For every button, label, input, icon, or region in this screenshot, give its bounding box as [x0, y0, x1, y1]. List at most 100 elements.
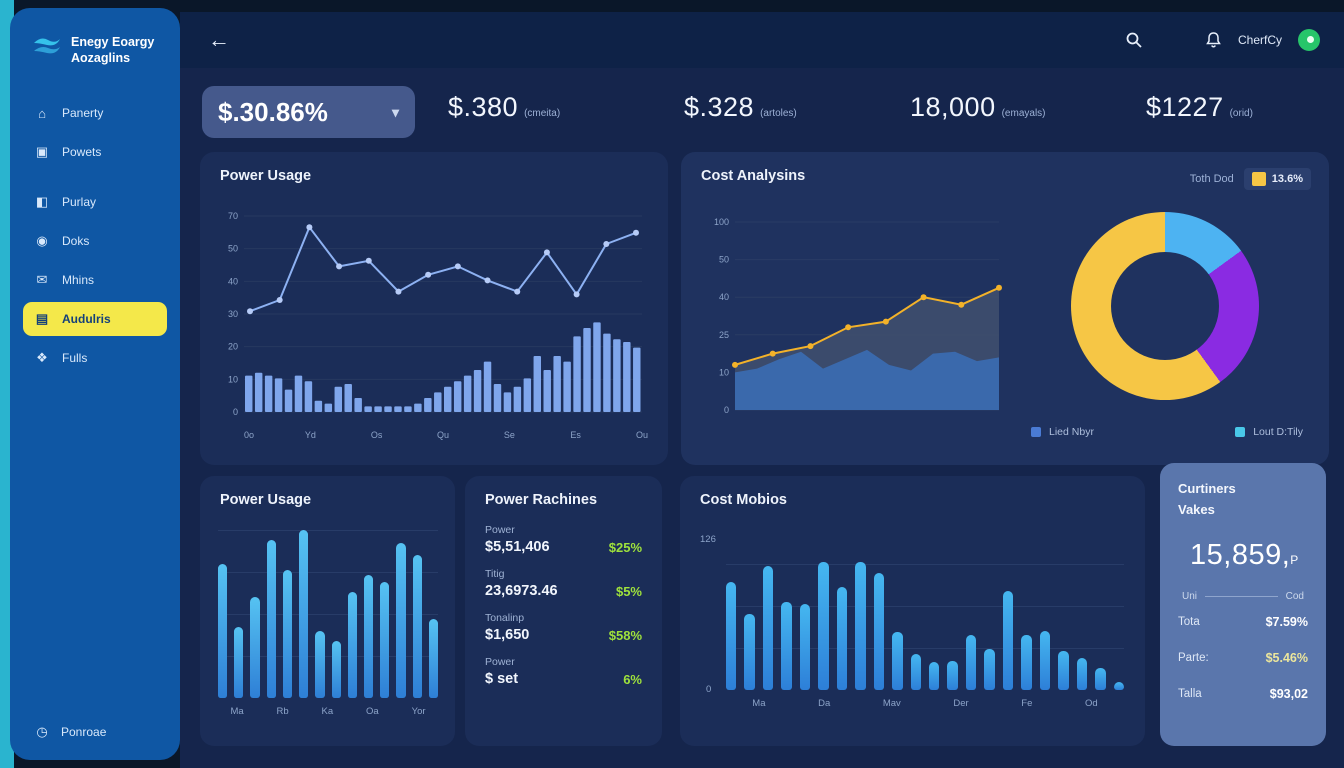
cost-analysins-card: Cost Analysins Toth Dod 13.6% 100 50 40 25 1…	[681, 152, 1329, 465]
search-icon[interactable]	[1125, 31, 1143, 49]
y-axis-tick: 0	[706, 684, 712, 695]
x-axis-labels: Ma Da Mav Der Fe Od	[726, 698, 1124, 709]
svg-text:70: 70	[228, 211, 238, 221]
bar	[965, 634, 977, 690]
badge-pill[interactable]: 13.6%	[1243, 168, 1311, 190]
sidebar-item-audulris[interactable]: ▤ Audulris	[23, 301, 167, 336]
yellow-swatch-icon	[1251, 172, 1266, 186]
bar	[1039, 630, 1051, 690]
bar	[873, 572, 885, 690]
bell-icon[interactable]	[1205, 31, 1222, 49]
logo-wave-icon	[32, 34, 62, 65]
legend-swatch-icon	[1031, 427, 1041, 437]
kpi-articles: $.328 (artoles)	[684, 92, 797, 122]
kpi-chip-value: $.30.86%	[218, 96, 328, 127]
status-badge[interactable]	[1298, 29, 1320, 51]
cost-mobios-card: Cost Mobios 126 0 Ma Da Mav Der Fe Od	[680, 476, 1145, 746]
sidebar-item-mhins[interactable]: ✉ Mhins	[23, 263, 167, 297]
bar	[347, 592, 357, 698]
bar	[781, 601, 792, 690]
kpi-analysis: 18,000 (emayals)	[910, 92, 1046, 122]
power-usage-chart-card: Power Usage 70 50 40 30 20 10 0 0o Yd Os Qu Se Es Ou	[200, 152, 668, 465]
axis-tick: Der	[953, 698, 969, 709]
legend-label: Lout D:Tily	[1253, 426, 1303, 438]
badge-value: 13.6%	[1271, 173, 1303, 185]
sidebar-item-label: Doks	[62, 233, 90, 248]
sidebar-item-label: Powets	[62, 144, 102, 159]
sidebar-footer-label: Ponroae	[61, 725, 107, 739]
bar	[412, 555, 422, 698]
bar	[928, 662, 940, 690]
sidebar-item-doks[interactable]: ◉ Doks	[23, 224, 167, 258]
app-logo: Enegy Eoargy Aozaglins	[10, 8, 180, 67]
user-name: CherfCy	[1237, 33, 1282, 47]
bar	[744, 614, 755, 690]
bar	[218, 563, 228, 698]
avatar[interactable]	[1159, 25, 1189, 55]
bar	[947, 661, 958, 690]
svg-text:Os: Os	[371, 430, 383, 440]
power-usage-line-chart: 70 50 40 30 20 10 0 0o Yd Os Qu Se Es Ou	[228, 211, 648, 440]
bar	[892, 632, 903, 690]
bar	[910, 654, 921, 690]
bar	[299, 530, 309, 698]
axis-tick: Ka	[321, 706, 334, 717]
bar	[266, 540, 276, 698]
badge-label: Toth Dod	[1189, 173, 1234, 185]
axis-tick: Da	[818, 698, 831, 709]
bar	[726, 582, 737, 690]
bar	[1095, 667, 1106, 690]
bar	[396, 543, 406, 698]
stat-rows: Tota $7.59% Parte: $5.46% Talla $93,02	[1160, 615, 1326, 723]
sidebar-item-powets[interactable]: ▣ Powets	[23, 135, 167, 169]
power-usage-bar-chart	[218, 530, 439, 698]
sidebar: Enegy Eoargy Aozaglins ⌂ Panerty ▣ Powets ◧ P…	[10, 8, 180, 760]
svg-text:0: 0	[233, 407, 238, 417]
sidebar-item-purlay[interactable]: ◧ Purlay	[23, 185, 167, 219]
kpi-energy: $.380 (cmeita)	[448, 92, 561, 122]
axis-tick: Mav	[882, 698, 901, 709]
topbar: ← CherfCy	[180, 12, 1344, 68]
sidebar-item-label: Mhins	[62, 272, 95, 287]
x-axis-labels: Ma Rb Ka Oa Yor	[214, 706, 442, 717]
bar	[234, 627, 244, 698]
svg-text:0o: 0o	[244, 430, 254, 440]
sidebar-item-label: Purlay	[62, 194, 97, 209]
bar	[380, 582, 390, 698]
curtiners-vakes-card: Curtiners Vakes 15,859,P Uni Cod Tota $7.…	[1160, 463, 1326, 746]
stat-row: Tota $7.59%	[1178, 615, 1308, 629]
bar	[799, 604, 811, 690]
back-button[interactable]: ←	[208, 27, 230, 52]
svg-text:30: 30	[228, 309, 238, 319]
chart-title: Power Usage	[220, 492, 312, 508]
svg-text:0: 0	[724, 405, 729, 415]
svg-text:10: 10	[228, 374, 238, 384]
bar	[1113, 681, 1124, 690]
axis-tick: Fe	[1021, 698, 1033, 709]
bar	[315, 630, 325, 698]
sidebar-item-ponroae[interactable]: ◷ Ponroae	[34, 724, 106, 740]
bar	[250, 597, 260, 698]
svg-text:50: 50	[719, 255, 729, 265]
svg-text:50: 50	[228, 244, 238, 254]
bar	[1076, 658, 1088, 690]
stat-row: Titig 23,6973.46 $5%	[485, 568, 642, 599]
y-axis-tick: 126	[700, 534, 716, 545]
chart-title: Power Usage	[220, 168, 312, 184]
chart-title: Cost Mobios	[700, 492, 787, 508]
kpi-dropdown[interactable]: $.30.86% ▾	[202, 86, 415, 138]
clock-icon: ◷	[36, 724, 48, 739]
lock-icon: ▣	[35, 143, 49, 159]
svg-text:Qu: Qu	[437, 430, 449, 440]
column-headers: Uni Cod	[1182, 591, 1304, 602]
bar	[331, 640, 341, 698]
legend-item: Lout D:Tily	[1235, 426, 1303, 438]
bar	[428, 619, 439, 698]
svg-text:10: 10	[719, 367, 729, 377]
sidebar-item-panerty[interactable]: ⌂ Panerty	[23, 97, 167, 130]
sidebar-item-fulls[interactable]: ❖ Fulls	[23, 341, 167, 375]
bar	[984, 648, 995, 690]
bar	[1002, 590, 1014, 690]
